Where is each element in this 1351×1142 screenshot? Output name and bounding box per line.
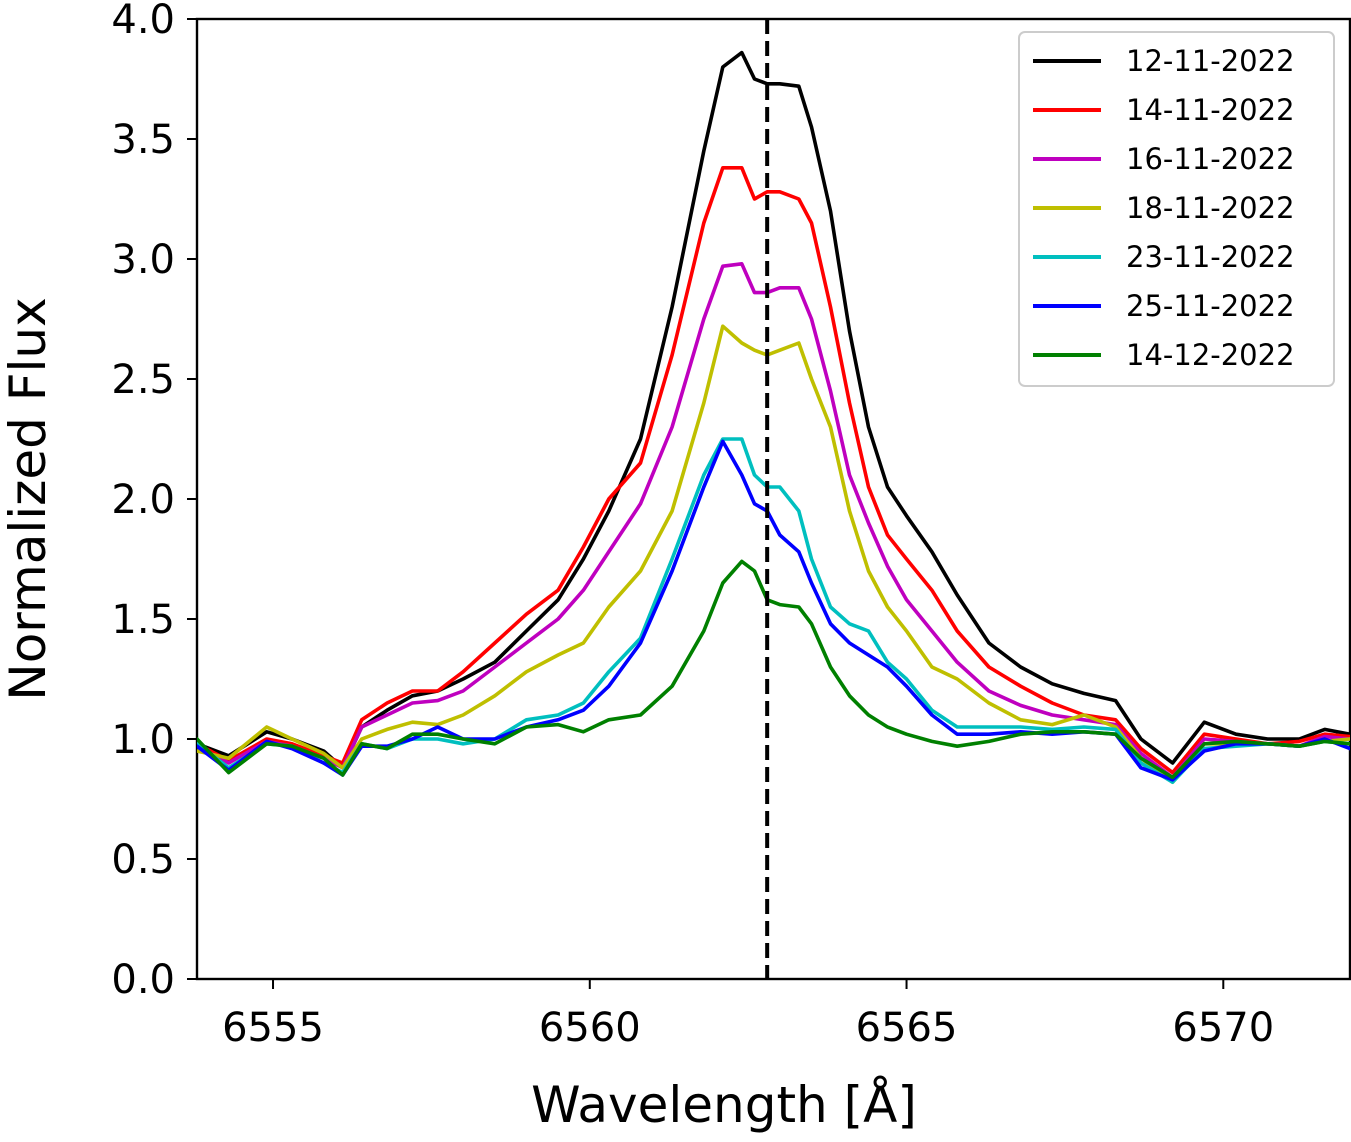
series-line-16-11-2022 [197, 262, 1350, 780]
y-axis-ticks: 0.0 0.5 1.0 1.5 2.0 2.5 3.0 3.5 4.0 [111, 0, 197, 1003]
x-axis-label: Wavelength [Å] [531, 1076, 917, 1134]
legend-label-16-11-2022: 16-11-2022 [1126, 142, 1295, 176]
legend-label-14-11-2022: 14-11-2022 [1126, 93, 1295, 127]
y-tick-label: 3.0 [111, 237, 175, 283]
x-tick-label: 6565 [856, 1005, 958, 1051]
legend-label-25-11-2022: 25-11-2022 [1126, 289, 1295, 323]
x-tick-label: 6555 [222, 1005, 324, 1051]
legend-label-14-12-2022: 14-12-2022 [1126, 338, 1295, 372]
series-line-14-12-2022 [197, 559, 1350, 780]
series-line-25-11-2022 [197, 439, 1350, 782]
y-axis-label: Normalized Flux [0, 297, 57, 700]
y-tick-label: 2.5 [111, 357, 175, 403]
y-tick-label: 1.5 [111, 597, 175, 643]
series-layer [197, 50, 1350, 784]
series-line-18-11-2022 [197, 324, 1350, 784]
y-tick-label: 0.5 [111, 837, 175, 883]
y-tick-label: 4.0 [111, 0, 175, 43]
y-tick-label: 0.0 [111, 957, 175, 1003]
series-line-14-11-2022 [197, 166, 1350, 775]
y-tick-label: 3.5 [111, 117, 175, 163]
series-line-23-11-2022 [197, 437, 1350, 784]
legend-label-18-11-2022: 18-11-2022 [1126, 191, 1295, 225]
series-line-12-11-2022 [197, 50, 1350, 770]
legend-box [1018, 31, 1335, 387]
y-tick-label: 1.0 [111, 717, 175, 763]
x-tick-label: 6560 [539, 1005, 641, 1051]
y-tick-label: 2.0 [111, 477, 175, 523]
legend: 12-11-2022 14-11-2022 16-11-2022 18-11-2022… [1018, 31, 1335, 387]
legend-label-12-11-2022: 12-11-2022 [1126, 44, 1295, 78]
x-axis-ticks: 6555 6560 6565 6570 [222, 979, 1274, 1051]
x-tick-label: 6570 [1172, 1005, 1274, 1051]
legend-label-23-11-2022: 23-11-2022 [1126, 240, 1295, 274]
